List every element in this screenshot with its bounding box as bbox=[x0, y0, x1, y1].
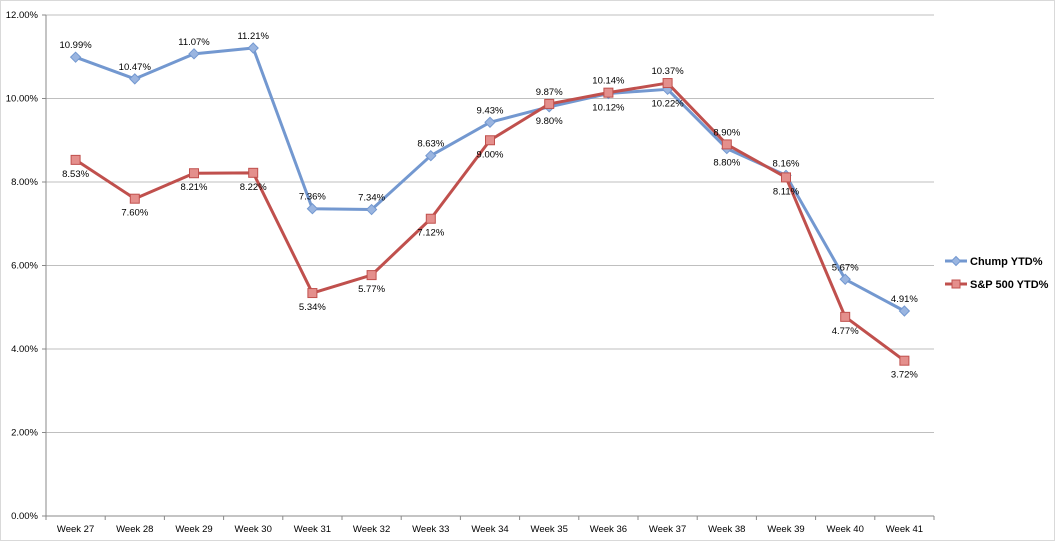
data-label: 9.87% bbox=[536, 87, 563, 98]
x-tick-label: Week 36 bbox=[590, 524, 627, 535]
data-point bbox=[544, 98, 555, 109]
x-tick-label: Week 27 bbox=[57, 524, 94, 535]
data-label: 7.12% bbox=[417, 228, 444, 239]
data-point bbox=[781, 172, 791, 183]
y-tick-label: 8.00% bbox=[11, 177, 38, 188]
data-point bbox=[189, 168, 199, 179]
data-point bbox=[662, 78, 673, 89]
y-tick-label: 6.00% bbox=[11, 261, 38, 272]
data-label: 8.90% bbox=[713, 127, 740, 138]
data-point bbox=[425, 149, 437, 162]
data-point bbox=[188, 48, 200, 60]
data-label: 11.07% bbox=[178, 37, 210, 48]
data-point bbox=[485, 135, 495, 146]
data-label: 10.99% bbox=[59, 40, 92, 51]
x-tick-label: Week 30 bbox=[235, 524, 272, 535]
data-label: 5.77% bbox=[358, 284, 385, 295]
data-point bbox=[247, 42, 259, 54]
x-tick-label: Week 29 bbox=[175, 524, 212, 535]
data-label: 4.91% bbox=[891, 294, 918, 305]
data-label: 8.63% bbox=[417, 139, 444, 150]
gridlines bbox=[46, 14, 934, 433]
y-tick-label: 12.00% bbox=[6, 10, 39, 21]
data-label: 3.72% bbox=[891, 370, 918, 381]
data-point bbox=[307, 288, 318, 299]
y-tick-label: 10.00% bbox=[6, 94, 39, 105]
legend-label: Chump YTD% bbox=[970, 256, 1043, 268]
legend: Chump YTD% S&P 500 YTD% bbox=[945, 255, 1049, 291]
x-tick-label: Week 39 bbox=[767, 524, 804, 535]
data-point bbox=[69, 51, 82, 63]
data-label: 10.14% bbox=[592, 76, 625, 87]
y-tick-label: 2.00% bbox=[11, 428, 38, 439]
data-point bbox=[366, 270, 377, 281]
data-label: 5.34% bbox=[299, 302, 326, 313]
data-label: 10.47% bbox=[119, 62, 152, 73]
y-axis-ticks: 0.00% 2.00% 4.00% 6.00% 8.00% 10.00% 12.00% bbox=[6, 10, 46, 522]
data-label: 5.67% bbox=[832, 262, 859, 273]
x-tick-label: Week 37 bbox=[649, 524, 686, 535]
data-point bbox=[248, 167, 259, 178]
data-label: 7.36% bbox=[299, 192, 326, 203]
x-axis-ticks: Week 27 Week 28 Week 29 Week 30 Week 31 Week … bbox=[45, 516, 935, 535]
data-label: 8.21% bbox=[181, 182, 208, 193]
data-point bbox=[898, 305, 911, 317]
data-label: 8.80% bbox=[713, 158, 740, 169]
data-point bbox=[840, 311, 851, 322]
legend-marker bbox=[950, 255, 962, 267]
x-tick-label: Week 41 bbox=[886, 524, 923, 535]
y-tick-label: 4.00% bbox=[11, 344, 38, 355]
data-label: 8.16% bbox=[773, 158, 800, 169]
data-label: 9.43% bbox=[477, 105, 504, 116]
data-point bbox=[839, 273, 851, 285]
y-tick-label: 0.00% bbox=[11, 511, 38, 522]
x-tick-label: Week 33 bbox=[412, 524, 449, 535]
data-point bbox=[365, 203, 378, 216]
data-label: 7.60% bbox=[121, 208, 148, 219]
data-point bbox=[425, 213, 436, 224]
data-label: 4.77% bbox=[832, 326, 859, 337]
data-label: 8.22% bbox=[240, 182, 267, 193]
x-tick-label: Week 32 bbox=[353, 524, 390, 535]
data-label: 8.11% bbox=[773, 186, 800, 197]
data-point bbox=[129, 193, 140, 204]
x-tick-label: Week 40 bbox=[827, 524, 864, 535]
data-label: 10.12% bbox=[592, 102, 625, 113]
x-tick-label: Week 31 bbox=[294, 524, 331, 535]
x-tick-label: Week 34 bbox=[471, 524, 508, 535]
x-tick-label: Week 35 bbox=[531, 524, 568, 535]
x-tick-label: Week 38 bbox=[708, 524, 745, 535]
data-point bbox=[129, 73, 141, 85]
data-label: 8.53% bbox=[62, 169, 89, 180]
data-point bbox=[899, 355, 910, 366]
data-label: 9.00% bbox=[477, 149, 504, 160]
data-point bbox=[603, 87, 614, 98]
data-label: 10.22% bbox=[651, 98, 684, 109]
legend-marker bbox=[951, 279, 961, 289]
data-label: 11.21% bbox=[237, 31, 269, 42]
data-point bbox=[306, 203, 319, 215]
data-labels: 10.99% 8.53% 10.47% 7.60% 11.07% 8.21% 11.21% 8… bbox=[59, 31, 918, 381]
data-point bbox=[721, 139, 732, 150]
data-label: 10.37% bbox=[651, 66, 684, 77]
data-label: 7.34% bbox=[358, 193, 385, 204]
x-tick-label: Week 28 bbox=[116, 524, 153, 535]
data-point bbox=[484, 116, 496, 129]
series-group bbox=[69, 42, 911, 366]
legend-label: S&P 500 YTD% bbox=[970, 279, 1049, 291]
data-point bbox=[70, 154, 81, 165]
data-label: 9.80% bbox=[536, 116, 563, 127]
